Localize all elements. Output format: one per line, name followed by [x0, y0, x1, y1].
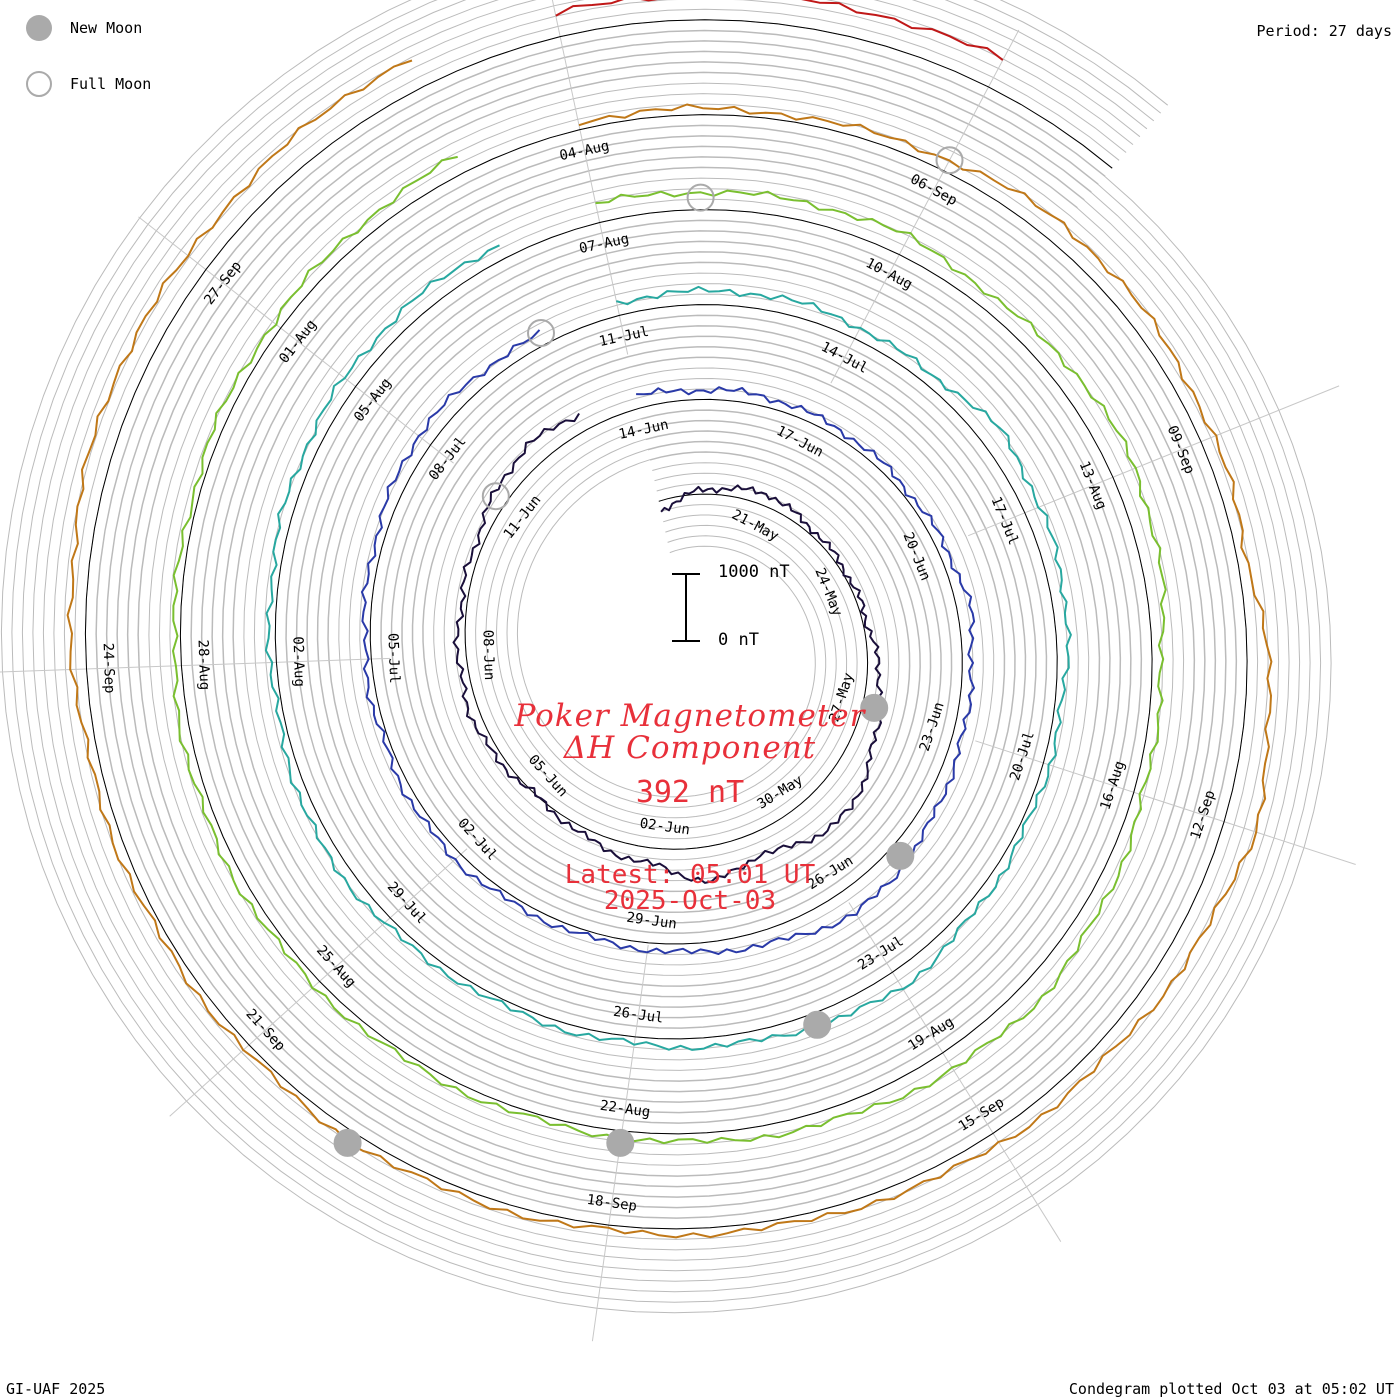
legend-new-moon: New Moon — [26, 12, 142, 44]
series-line-5 — [66, 59, 1273, 1239]
grid-spiral — [74, 8, 1259, 1240]
plotted-label: Condegram plotted Oct 03 at 05:02 UT — [1068, 1380, 1394, 1398]
latest-time: Latest: 05:01 UT — [564, 860, 816, 890]
credit-label: GI-UAF 2025 — [6, 1380, 106, 1398]
date-tick-label: 22-Aug — [599, 1098, 651, 1121]
new-moon-icon — [26, 15, 52, 41]
radial-spoke — [0, 657, 391, 673]
grid-spiral — [137, 71, 1196, 1177]
chart-title: Poker Magnetometer — [514, 698, 866, 734]
scale-bar — [672, 573, 700, 642]
date-tick-label: 11-Jul — [598, 324, 651, 350]
spoke-layer — [0, 0, 1356, 1342]
radial-spoke — [968, 385, 1340, 537]
grid-spiral — [21, 0, 1311, 1293]
scale-bottom-label: 0 nT — [718, 630, 759, 650]
grid-spiral — [0, 0, 1332, 1314]
full-moon-marker — [935, 146, 964, 175]
series-line-1 — [452, 412, 885, 884]
date-tick-label: 26-Jul — [612, 1004, 664, 1027]
grid-spiral — [32, 0, 1301, 1282]
grid-spiral — [116, 50, 1217, 1198]
radial-spoke — [830, 29, 1020, 384]
new-moon-marker — [803, 1010, 832, 1039]
period-label: Period: 27 days — [1256, 22, 1392, 40]
grid-spiral — [11, 0, 1322, 1303]
latest-date: 2025-Oct-03 — [603, 886, 777, 916]
moon-layer — [333, 146, 964, 1157]
date-tick-label: 08-Jun — [479, 629, 497, 680]
date-tick-label: 04-Aug — [558, 138, 611, 164]
date-tick-label: 14-Jun — [617, 417, 670, 443]
date-tick-label: 21-May — [729, 507, 781, 545]
series-line-6 — [555, 0, 1004, 61]
baseline-layer — [84, 19, 1248, 1230]
legend-full-moon-label: Full Moon — [70, 75, 152, 93]
series-line-2 — [360, 329, 976, 955]
date-tick-label: 29-Jun — [625, 910, 677, 933]
baseline-spiral — [84, 19, 1248, 1230]
new-moon-marker — [860, 693, 889, 722]
date-tick-label: 14-Jul — [818, 339, 870, 377]
date-tick-label: 17-Jun — [774, 423, 826, 461]
full-moon-marker — [481, 482, 510, 511]
legend-new-moon-label: New Moon — [70, 19, 143, 37]
legend-full-moon: Full Moon — [26, 68, 151, 100]
new-moon-marker — [333, 1128, 362, 1157]
scale-top-label: 1000 nT — [718, 562, 790, 582]
radial-spoke — [138, 216, 454, 464]
radial-spoke — [975, 740, 1356, 865]
date-tick-label: 02-Jun — [639, 816, 691, 839]
current-value: 392 nT — [635, 775, 745, 810]
date-tick-label: 24-May — [811, 566, 845, 619]
radial-spoke — [848, 902, 1062, 1242]
date-tick-label: 07-Aug — [578, 231, 631, 257]
date-tick-label: 28-Aug — [195, 639, 213, 690]
radial-spoke — [551, 0, 629, 355]
series-line-4 — [172, 155, 1167, 1145]
new-moon-marker — [606, 1128, 635, 1157]
grid-spiral — [63, 0, 1269, 1251]
date-tick-label: 02-Aug — [289, 636, 307, 687]
date-tick-label: 05-Jul — [384, 633, 402, 684]
radial-spoke — [169, 848, 468, 1117]
grid-spiral — [53, 0, 1280, 1261]
new-moon-marker — [886, 841, 915, 870]
full-moon-marker — [686, 183, 715, 212]
chart-subtitle: ΔH Component — [563, 730, 817, 766]
grid-spiral — [95, 29, 1238, 1219]
full-moon-icon — [26, 71, 52, 97]
full-moon-marker — [527, 319, 555, 347]
date-tick-label: 18-Sep — [586, 1192, 638, 1215]
date-tick-label: 24-Sep — [100, 643, 118, 694]
grid-spiral — [42, 0, 1290, 1272]
